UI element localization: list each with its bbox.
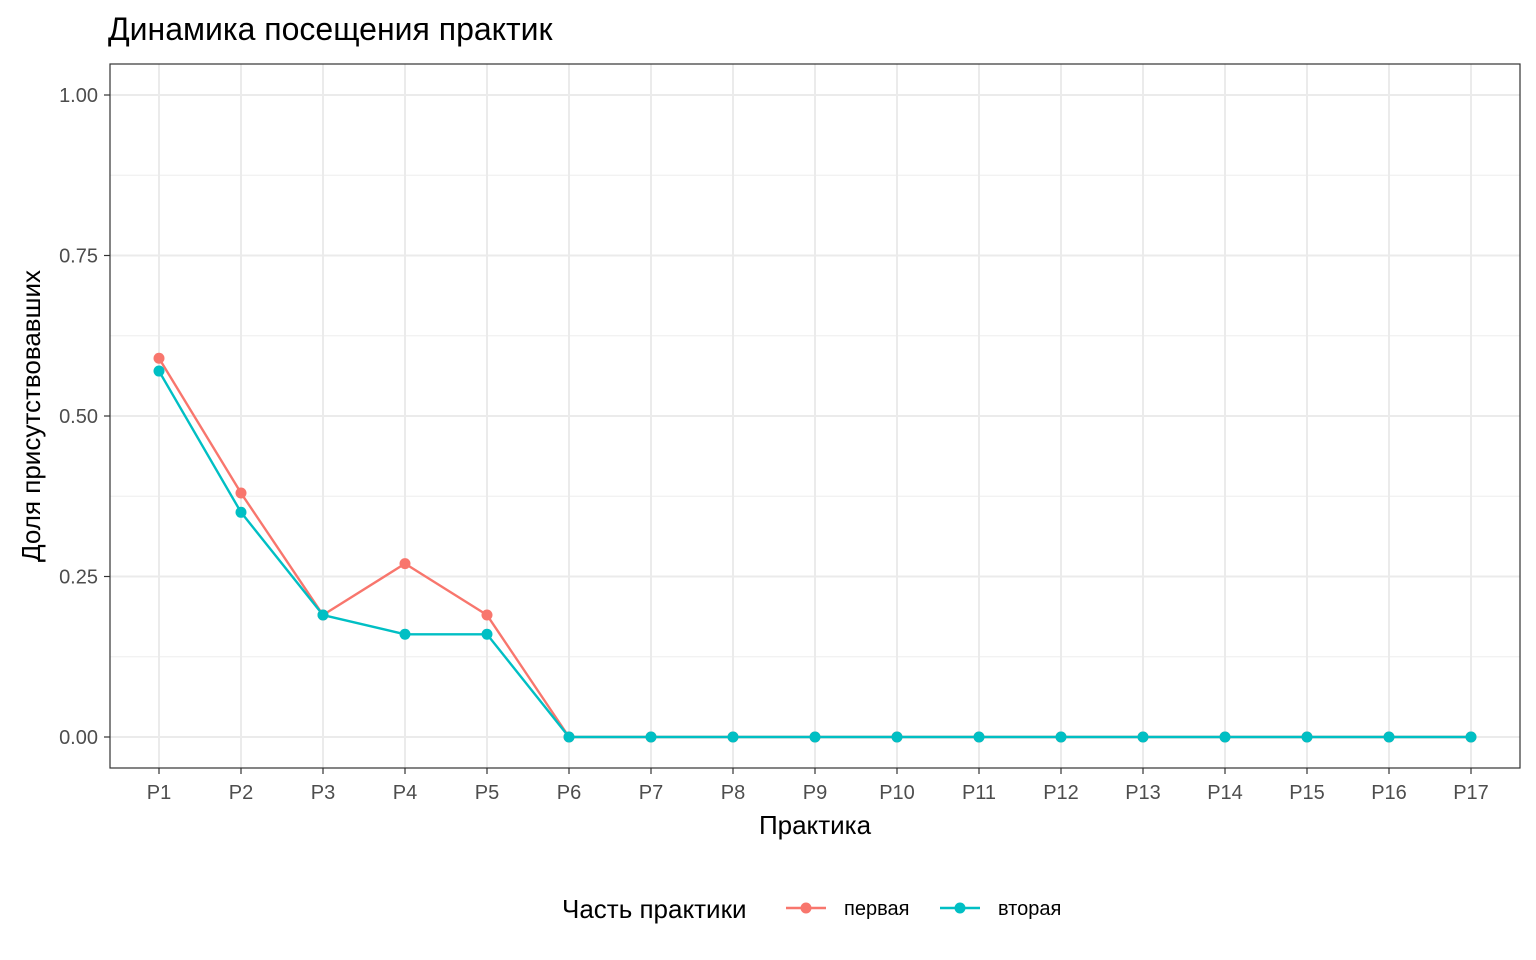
legend-key-point: [800, 902, 812, 914]
data-point: [727, 731, 739, 743]
data-point: [563, 731, 575, 743]
legend: Часть практики первая вторая: [562, 894, 1061, 924]
legend-items: первая вторая: [786, 898, 1061, 920]
x-tick-label: P11: [962, 782, 996, 804]
legend-label: первая: [844, 898, 909, 920]
x-tick-label: P1: [147, 782, 171, 804]
x-tick-label: P10: [879, 782, 915, 804]
x-axis: P1 P2 P3 P4 P5 P6 P7 P8 P9 P10 P11 P12 P13 P14 P15 P16 P…: [147, 768, 1489, 804]
x-axis-title: Практика: [759, 810, 872, 840]
x-tick-label: P6: [557, 782, 581, 804]
x-tick-label: P7: [639, 782, 663, 804]
y-tick-label: 0.25: [59, 567, 98, 589]
x-tick-label: P3: [311, 782, 335, 804]
legend-label: вторая: [998, 898, 1061, 920]
x-tick-label: P4: [393, 782, 417, 804]
x-tick-label: P16: [1371, 782, 1407, 804]
x-tick-label: P15: [1289, 782, 1325, 804]
data-point: [891, 731, 903, 743]
legend-title: Часть практики: [562, 894, 746, 924]
data-point: [1465, 731, 1477, 743]
x-tick-label: P17: [1453, 782, 1489, 804]
y-tick-label: 0.50: [59, 406, 98, 428]
x-tick-label: P5: [475, 782, 499, 804]
data-point: [235, 487, 247, 499]
data-point: [317, 609, 329, 621]
y-tick-label: 0.00: [59, 727, 98, 749]
chart-title: Динамика посещения практик: [108, 11, 554, 47]
series-layer: [153, 352, 1477, 743]
data-point: [153, 352, 165, 364]
data-point: [809, 731, 821, 743]
data-point: [153, 365, 165, 377]
data-point: [235, 506, 247, 518]
y-tick-label: 0.75: [59, 246, 98, 268]
data-point: [1219, 731, 1231, 743]
data-point: [1383, 731, 1395, 743]
legend-item: первая: [786, 898, 909, 920]
x-tick-label: P13: [1125, 782, 1161, 804]
data-point: [399, 558, 411, 570]
data-point: [481, 628, 493, 640]
y-axis-title: Доля присутствовавших: [16, 270, 46, 562]
data-point: [1137, 731, 1149, 743]
x-tick-label: P2: [229, 782, 253, 804]
data-point: [1301, 731, 1313, 743]
data-point: [1055, 731, 1067, 743]
grid-lines: [110, 64, 1520, 768]
data-point: [645, 731, 657, 743]
y-axis: 0.00 0.25 0.50 0.75 1.00: [59, 85, 110, 749]
x-tick-label: P14: [1207, 782, 1243, 804]
y-tick-label: 1.00: [59, 85, 98, 107]
data-point: [399, 628, 411, 640]
x-tick-label: P8: [721, 782, 745, 804]
legend-item: вторая: [940, 898, 1061, 920]
data-point: [481, 609, 493, 621]
x-tick-label: P9: [803, 782, 827, 804]
data-point: [973, 731, 985, 743]
x-tick-label: P12: [1043, 782, 1079, 804]
legend-key-point: [954, 902, 966, 914]
